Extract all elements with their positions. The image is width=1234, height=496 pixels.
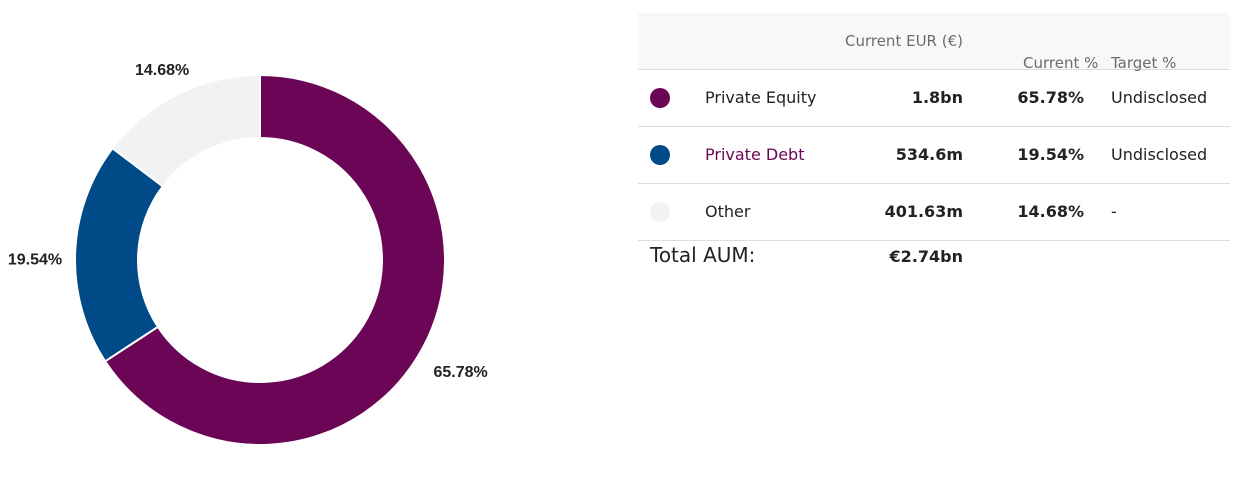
total-value: €2.74bn — [889, 247, 963, 266]
row-current-eur: 534.6m — [895, 145, 963, 164]
table-header: Current EUR (€) Current % Target % — [638, 13, 1230, 72]
row-current-pct: 65.78% — [1017, 88, 1084, 107]
data-label: 65.78% — [434, 364, 488, 381]
header-current-pct: Current % — [1023, 54, 1099, 72]
legend-dot — [650, 145, 670, 165]
row-target-pct: Undisclosed — [1111, 88, 1208, 107]
table-row: Other 401.63m 14.68% - — [638, 184, 1230, 241]
header-current-eur: Current EUR (€) — [844, 32, 963, 50]
row-target-pct: Undisclosed — [1111, 145, 1208, 164]
data-label: 19.54% — [8, 252, 62, 269]
row-target-pct: - — [1111, 202, 1117, 221]
donut-chart: 65.78% 19.54% 14.68% — [8, 62, 488, 446]
donut-segment — [74, 146, 165, 363]
row-name: Other — [705, 202, 751, 221]
data-label: 14.68% — [135, 62, 189, 79]
row-name: Private Equity — [705, 88, 817, 107]
legend-dot — [650, 202, 670, 222]
row-current-eur: 1.8bn — [911, 88, 963, 107]
row-current-pct: 19.54% — [1017, 145, 1084, 164]
donut-segment — [103, 73, 446, 446]
table-row: Private Debt 534.6m 19.54% Undisclosed — [638, 127, 1230, 184]
legend-dot — [650, 88, 670, 108]
row-name[interactable]: Private Debt — [705, 145, 805, 164]
header-target-pct: Target % — [1111, 54, 1177, 72]
allocation-table: Current EUR (€) Current % Target % Priva… — [638, 13, 1230, 283]
row-current-pct: 14.68% — [1017, 202, 1084, 221]
total-label: Total AUM: — [650, 243, 756, 267]
table-row: Private Equity 1.8bn 65.78% Undisclosed — [638, 70, 1230, 127]
donut-segment — [111, 73, 261, 188]
row-current-eur: 401.63m — [884, 202, 963, 221]
